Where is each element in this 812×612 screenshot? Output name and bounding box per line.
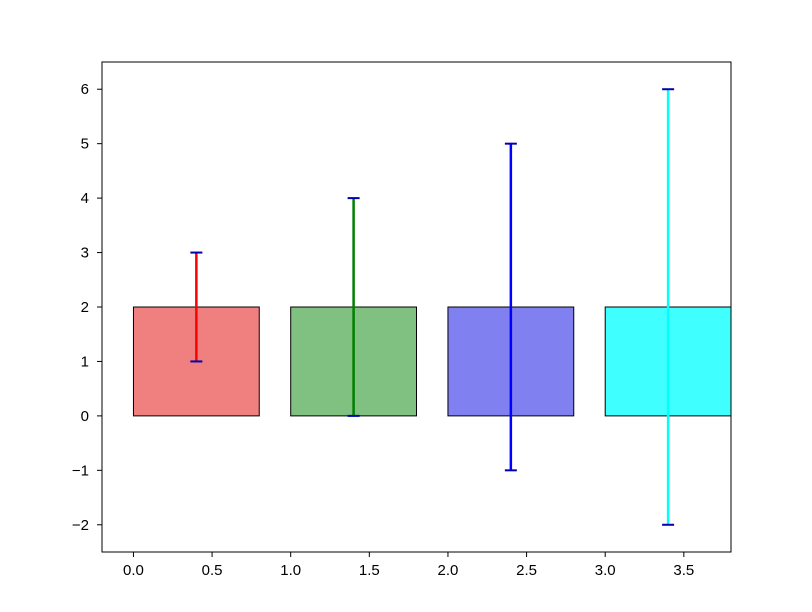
ytick-label: −1 (72, 462, 89, 479)
ytick-label: −2 (72, 517, 89, 534)
xtick-label: 2.5 (516, 562, 537, 579)
xtick-label: 3.5 (673, 562, 694, 579)
ytick-label: 0 (81, 408, 89, 425)
ytick-label: 4 (81, 190, 89, 207)
ytick-label: 3 (81, 245, 89, 262)
xtick-label: 1.5 (359, 562, 380, 579)
ytick-label: 1 (81, 353, 89, 370)
ytick-label: 6 (81, 81, 89, 98)
bar-chart: 0.0 0.5 1.0 1.5 2.0 2.5 3.0 3.5 −2 −1 0 1 2 3 4 5 6 (0, 0, 812, 612)
xtick-label: 2.0 (438, 562, 459, 579)
ytick-label: 2 (81, 299, 89, 316)
xtick-label: 1.0 (280, 562, 301, 579)
xtick-label: 0.5 (202, 562, 223, 579)
xtick-label: 3.0 (595, 562, 616, 579)
ytick-label: 5 (81, 136, 89, 153)
xtick-label: 0.0 (123, 562, 144, 579)
